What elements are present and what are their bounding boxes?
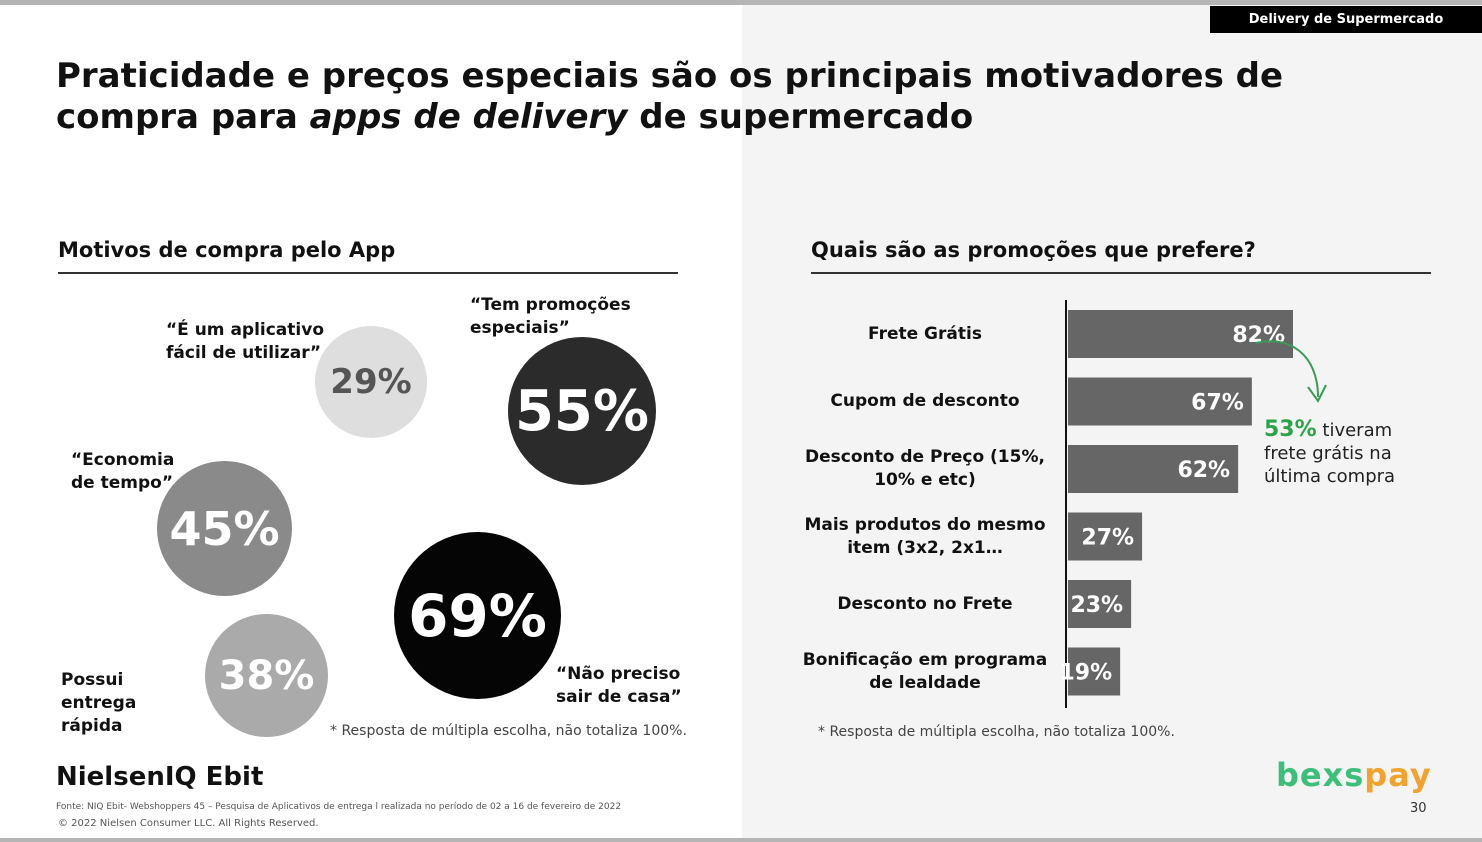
bubble-label-economia-tempo: “Economia de tempo” <box>71 450 175 493</box>
bar-value-label-1: 67% <box>1191 391 1244 416</box>
bar-value-label-2: 62% <box>1177 458 1230 483</box>
bubble-app-facil: 29% <box>315 326 427 438</box>
bubble-label-nao-sair-casa: “Não preciso sair de casa” <box>556 664 682 707</box>
right-footnote: * Resposta de múltipla escolha, não tota… <box>818 724 1175 740</box>
bubble-entrega-rapida: 38% <box>205 614 328 737</box>
bar-0 <box>1068 310 1293 358</box>
bar-value-label-4: 23% <box>1070 593 1123 618</box>
bubble-promocoes: 55% <box>508 337 656 485</box>
bar-value-label-0: 82% <box>1232 323 1285 348</box>
callout-highlight: 53% <box>1264 417 1317 442</box>
free-shipping-callout: 53% tiveram frete grátis na última compr… <box>1264 418 1434 488</box>
right-heading: Quais são as promoções que prefere? <box>811 238 1431 274</box>
bexspay-logo: bexspay <box>1276 756 1432 794</box>
bar-value-label-3: 27% <box>1081 526 1134 551</box>
nielseniq-logo: NielsenIQ Ebit <box>56 762 264 792</box>
bottom-border <box>0 838 1482 842</box>
left-footnote: * Resposta de múltipla escolha, não tota… <box>330 723 687 739</box>
title-part-2: de supermercado <box>627 97 974 137</box>
page-title: Praticidade e preços especiais são os pr… <box>56 56 1356 138</box>
section-tag: Delivery de Supermercado <box>1210 6 1482 33</box>
promotions-bar-chart: 82% 67% 62% 27% 23% 19% Frete Grátis Cupom de … <box>790 295 1450 715</box>
bar-1 <box>1068 377 1252 426</box>
category-label-0: Frete Grátis <box>868 323 982 344</box>
bar-3 <box>1068 512 1143 561</box>
bexs-logo-text: bexs <box>1276 756 1365 794</box>
left-heading: Motivos de compra pelo App <box>58 238 678 274</box>
bar-value-label-5: 19% <box>1059 661 1112 686</box>
bubble-label-app-facil: “É um aplicativo fácil de utilizar” <box>166 320 324 363</box>
category-label-1: Cupom de desconto <box>830 391 1020 411</box>
category-label-4: Desconto no Frete <box>837 593 1013 614</box>
bubble-nao-sair-casa: 69% <box>394 532 561 699</box>
title-part-1: Praticidade e preços especiais são os pr… <box>56 56 1284 137</box>
callout-text: tiveram frete grátis na última compra <box>1264 420 1396 487</box>
page-number: 30 <box>1410 801 1427 816</box>
copyright: © 2022 Nielsen Consumer LLC. All Rights … <box>58 818 319 829</box>
bar-chart-svg: 82% 67% 62% 27% 23% 19% <box>1059 300 1293 708</box>
pay-logo-text: pay <box>1364 756 1432 794</box>
bubble-economia-tempo: 45% <box>157 461 292 596</box>
bar-4 <box>1068 580 1132 628</box>
bar-5 <box>1068 647 1121 696</box>
category-label-3: Mais produtos do mesmo item (3x2, 2x1… <box>804 514 1046 558</box>
bubble-label-entrega-rapida: Possui entrega rápida <box>61 670 137 736</box>
arrow-icon <box>1255 340 1327 403</box>
bar-2 <box>1068 445 1239 493</box>
bubble-label-promocoes: “Tem promoções especiais” <box>470 295 631 338</box>
top-border <box>0 0 1482 5</box>
title-emphasis: apps de delivery <box>309 97 628 137</box>
source-note: Fonte: NIQ Ebit- Webshoppers 45 – Pesqui… <box>56 802 622 812</box>
category-label-5: Bonificação em programa de lealdade <box>802 649 1048 693</box>
category-label-2: Desconto de Preço (15%, 10% e etc) <box>805 447 1045 490</box>
